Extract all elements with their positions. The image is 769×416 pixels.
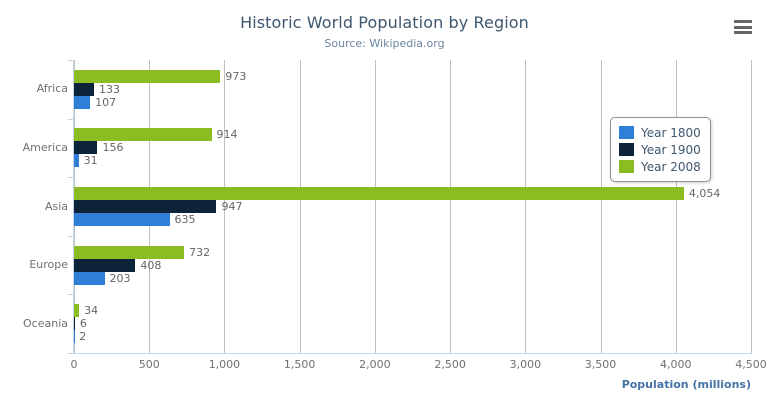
bar-data-label: 408 [140,258,162,272]
x-axis-tick-label: 1,000 [208,358,241,371]
gridline [525,60,527,353]
y-axis-category-label: Europe [29,258,68,272]
y-axis-tick [68,294,74,296]
legend: Year 1800 Year 1900 Year 2008 [610,117,711,182]
y-axis-tick [68,177,74,179]
y-axis-tick [68,60,74,61]
x-axis-tick-label: 3,000 [509,358,542,371]
chart-title: Historic World Population by Region [240,13,529,32]
plot-area: 973 133 107 914 156 31 4,054 947 635 732 408 203 34 6… [74,60,752,353]
y-axis-tick [68,235,74,237]
gridline [374,60,376,353]
x-axis-tick-label: 500 [138,358,160,371]
legend-item[interactable]: Year 1900 [619,141,701,158]
x-axis-line [74,353,752,354]
bar-data-label: 732 [189,245,211,259]
bar[interactable] [74,200,217,213]
hamburger-bar-3 [734,31,752,34]
bar[interactable] [74,154,79,168]
bar[interactable] [74,128,212,142]
bar-data-label: 4,054 [688,187,721,200]
x-axis-tick-label: 3,500 [584,358,617,371]
bar-data-label: 31 [83,154,98,168]
y-axis-category-label: Africa [36,82,68,96]
chart-subtitle: Source: Wikipedia.org [324,37,445,50]
x-axis-tick-label: 2,500 [434,358,466,371]
y-axis-category-label: Oceania [23,316,68,330]
bar-data-label: 947 [221,200,243,213]
legend-label: Year 1900 [641,142,701,157]
y-axis-category-label: America [22,140,68,154]
legend-item[interactable]: Year 2008 [619,158,701,175]
y-axis-category-label: Asia [44,199,68,213]
legend-label: Year 2008 [641,159,701,174]
x-axis-tick-label: 2,000 [359,358,391,371]
legend-label: Year 1800 [641,125,701,140]
legend-color-swatch [619,126,634,139]
gridline [600,60,602,353]
bar[interactable] [74,187,684,200]
bar[interactable] [74,82,94,96]
bar[interactable] [74,69,221,83]
bar[interactable] [74,304,80,318]
bar-data-label: 34 [84,304,99,318]
bar[interactable] [74,271,105,285]
bar[interactable] [74,258,136,272]
bar-data-label: 973 [225,69,247,83]
legend-color-swatch [619,143,634,156]
bar-data-label: 203 [109,271,131,285]
legend-item[interactable]: Year 1800 [619,124,701,141]
bar-data-label: 914 [216,128,238,142]
hamburger-bar-2 [734,25,752,29]
x-axis-tick-label: 4,500 [735,358,767,371]
gridline [450,60,452,353]
gridline [224,60,226,353]
legend-color-swatch [619,160,634,173]
y-axis-tick [68,118,74,120]
bar[interactable] [74,317,75,331]
bar[interactable] [74,95,91,109]
x-axis-tick-label: 0 [70,358,78,371]
bar[interactable] [74,141,98,155]
bar-data-label: 156 [102,141,124,155]
x-axis-title: Population (millions) [621,378,751,391]
bar-data-label: 2 [79,330,87,344]
x-axis-tick-label: 1,500 [283,358,316,371]
y-axis-tick [68,353,74,354]
bar-data-label: 133 [99,82,120,96]
hamburger-menu-icon[interactable] [731,17,755,37]
bar[interactable] [74,213,170,226]
gridline [299,60,301,353]
bar-data-label: 107 [95,95,117,109]
bar[interactable] [74,245,185,259]
gridline [751,60,752,353]
gridline [675,60,677,353]
y-axis-line [73,60,74,353]
y-axis-category-labels: Africa America Asia Europe Oceania [0,60,68,353]
bar-data-label: 6 [79,317,87,331]
bar-data-label: 635 [174,213,196,226]
x-axis-tick-label: 4,000 [660,358,692,371]
hamburger-bar-1 [734,20,752,23]
